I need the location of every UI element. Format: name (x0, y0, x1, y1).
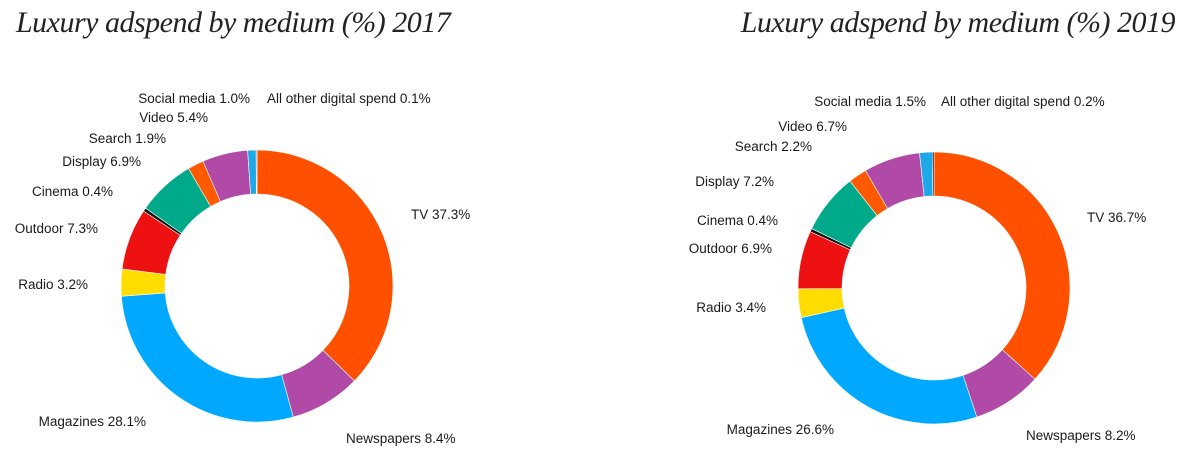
donut-segment-all-other-digital-spend (255, 149, 258, 195)
chart-2017: Luxury adspend by medium (%) 2017 TV 37.… (15, 6, 471, 446)
donut-segment-tv (933, 151, 1071, 380)
data-label-tv: TV 37.3% (411, 207, 470, 222)
data-label-magazines: Magazines 28.1% (39, 414, 146, 429)
donut-segment-all-other-digital-spend (931, 151, 935, 197)
data-label-newspapers: Newspapers 8.4% (346, 431, 456, 446)
data-label-social-media: Social media 1.5% (814, 94, 926, 109)
chart-title-2017: Luxury adspend by medium (%) 2017 (16, 6, 451, 39)
data-label-radio: Radio 3.2% (18, 277, 88, 292)
data-label-outdoor: Outdoor 6.9% (689, 241, 772, 256)
data-label-display: Display 7.2% (695, 174, 774, 189)
donut-chart-2017: TV 37.3% Newspapers 8.4% Magazines 28.1% Ra… (15, 91, 471, 446)
donut-segment-magazines (800, 307, 978, 425)
chart-title-2019: Luxury adspend by medium (%) 2019 (740, 6, 1176, 39)
data-label-all-other-digital-spend: All other digital spend 0.2% (941, 94, 1105, 109)
data-label-cinema: Cinema 0.4% (697, 213, 778, 228)
data-label-display: Display 6.9% (62, 154, 141, 169)
data-label-newspapers: Newspapers 8.2% (1026, 428, 1136, 443)
donut-chart-2019: TV 36.7% Newspapers 8.2% Magazines 26.6% Ra… (689, 94, 1147, 443)
donut-segment-tv (256, 149, 394, 382)
data-label-all-other-digital-spend: All other digital spend 0.1% (267, 91, 431, 106)
chart-2019: Luxury adspend by medium (%) 2019 TV 36.… (594, 0, 1187, 456)
data-label-video: Video 5.4% (139, 110, 208, 125)
data-label-video: Video 6.7% (778, 119, 847, 134)
data-label-search: Search 1.9% (89, 131, 166, 146)
data-label-search: Search 2.2% (735, 139, 812, 154)
data-label-magazines: Magazines 26.6% (727, 422, 834, 437)
data-label-cinema: Cinema 0.4% (32, 184, 113, 199)
data-label-outdoor: Outdoor 7.3% (15, 221, 98, 236)
data-label-radio: Radio 3.4% (696, 300, 766, 315)
donut-segment-magazines (121, 292, 294, 423)
data-label-social-media: Social media 1.0% (138, 91, 250, 106)
data-label-tv: TV 36.7% (1087, 210, 1146, 225)
